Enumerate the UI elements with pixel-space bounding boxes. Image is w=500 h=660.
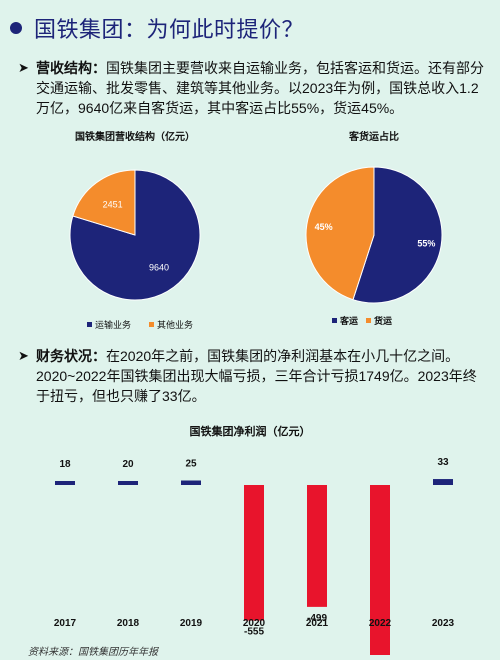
bar-value-label: 20 [122, 459, 134, 470]
revenue-structure-paragraph: ➤ 营收结构：国铁集团主要营收来自运输业务，包括客运和货运。还有部分交通运输、批… [18, 58, 488, 118]
pie-value-label: 9640 [149, 262, 169, 272]
x-tick-label: 2022 [369, 618, 392, 629]
bar-2020 [244, 485, 264, 621]
passenger-freight-pie-chart: 客货运占比 55% 45% 客运 货运 [305, 130, 443, 326]
legend-swatch [366, 318, 371, 323]
page-header: 国铁集团：为何此时提价？ [10, 10, 304, 46]
bar-value-label: 25 [185, 459, 197, 470]
bullet-dot-icon [10, 22, 22, 34]
bar-2018 [118, 481, 138, 485]
x-tick-label: 2018 [117, 618, 140, 629]
chart-title: 国铁集团营收结构（亿元） [75, 130, 195, 143]
revenue-structure-body: 营收结构：国铁集团主要营收来自运输业务，包括客运和货运。还有部分交通运输、批发零… [18, 58, 488, 118]
financial-status-text: 在2020年之前，国铁集团的净利润基本在小几十亿之间。2020~2022年国铁集… [36, 348, 477, 404]
legend-label: 客运 [339, 315, 359, 326]
pie-value-label: 45% [315, 222, 333, 232]
bar-2023 [433, 479, 453, 485]
chart-title: 国铁集团净利润（亿元） [190, 424, 311, 438]
bar-value-label: 18 [59, 459, 71, 470]
chart-title: 客货运占比 [348, 130, 399, 143]
pie-slice-0 [69, 169, 201, 301]
bar-value-label: 33 [437, 457, 449, 468]
pie-value-label: 2451 [103, 200, 123, 210]
x-tick-label: 2017 [54, 618, 77, 629]
bar-2021 [307, 485, 327, 607]
pie-value-label: 55% [417, 238, 435, 248]
revenue-structure-keyword: 营收结构： [36, 60, 106, 76]
x-tick-label: 2023 [432, 618, 455, 629]
source-note: 资料来源：国铁集团历年年报 [28, 647, 158, 658]
legend-label: 其他业务 [157, 319, 193, 330]
arrow-bullet-icon: ➤ [18, 348, 29, 363]
legend-swatch [332, 318, 337, 323]
legend-label: 运输业务 [95, 319, 131, 330]
financial-status-keyword: 财务状况： [36, 348, 106, 364]
arrow-bullet-icon: ➤ [18, 60, 29, 75]
x-tick-label: 2020 [243, 618, 266, 629]
financial-status-paragraph: ➤ 财务状况：在2020年之前，国铁集团的净利润基本在小几十亿之间。2020~2… [18, 346, 488, 406]
bar-value-label: -499 [307, 613, 327, 624]
x-tick-label: 2019 [180, 618, 203, 629]
revenue-structure-pie-chart: 国铁集团营收结构（亿元） 9640 2451 运输业务 其他业务 [69, 130, 201, 330]
legend-swatch [87, 322, 92, 327]
pie-slice-1 [305, 166, 375, 301]
bar-2019 [181, 480, 201, 485]
pie-slice-0 [352, 166, 443, 304]
bar-2022 [370, 485, 390, 655]
legend-label: 货运 [374, 315, 393, 326]
x-tick-label: 2021 [306, 618, 329, 629]
bar-2017 [55, 481, 75, 485]
bar-value-label: -555 [244, 627, 264, 638]
legend-swatch [149, 322, 154, 327]
page-title: 国铁集团：为何此时提价？ [34, 17, 305, 42]
pie-slice-1 [72, 169, 136, 236]
revenue-structure-text: 国铁集团主要营收来自运输业务，包括客运和货运。还有部分交通运输、批发零售、建筑等… [36, 60, 484, 116]
financial-status-body: 财务状况：在2020年之前，国铁集团的净利润基本在小几十亿之间。2020~202… [18, 346, 488, 406]
